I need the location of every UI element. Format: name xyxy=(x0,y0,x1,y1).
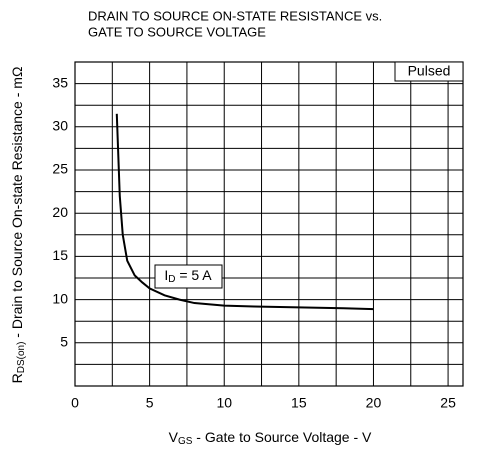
subscript: DS(on) xyxy=(16,342,27,374)
y-tick-label: 35 xyxy=(52,74,68,90)
subscript: GS xyxy=(178,436,193,447)
y-tick-label: 15 xyxy=(52,247,68,263)
x-tick-label: 25 xyxy=(440,395,456,411)
symbol: V xyxy=(169,429,179,445)
y-tick-label: 30 xyxy=(52,118,68,134)
annotation-box xyxy=(394,61,464,82)
y-axis-label: RDS(on) - Drain to Source On-state Resis… xyxy=(9,67,27,384)
x-tick-label: 5 xyxy=(146,395,154,411)
x-tick-label: 10 xyxy=(216,395,232,411)
symbol: I xyxy=(164,267,168,283)
text: = 5 A xyxy=(175,267,212,283)
annotation-box xyxy=(154,264,223,289)
y-tick-label: 10 xyxy=(52,290,68,306)
text: - Drain to Source On-state Resistance - … xyxy=(9,67,25,342)
plot-border xyxy=(74,61,464,387)
subscript: D xyxy=(168,274,175,285)
y-tick-label: 5 xyxy=(60,334,68,350)
data-line xyxy=(115,113,374,311)
y-tick-label: 20 xyxy=(52,204,68,220)
x-tick-label: 20 xyxy=(366,395,382,411)
text: - Gate to Source Voltage - V xyxy=(192,429,372,445)
chart-title-line: GATE TO SOURCE VOLTAGE xyxy=(88,24,266,39)
chart-title-line: DRAIN TO SOURCE ON-STATE RESISTANCE vs. xyxy=(88,8,382,23)
annotation: Pulsed xyxy=(408,63,451,79)
x-tick-label: 0 xyxy=(71,395,79,411)
symbol: R xyxy=(9,373,25,383)
annotation: ID = 5 A xyxy=(164,267,212,285)
y-tick-label: 25 xyxy=(52,161,68,177)
x-axis-label: VGS - Gate to Source Voltage - V xyxy=(169,429,372,447)
x-tick-label: 15 xyxy=(291,395,307,411)
